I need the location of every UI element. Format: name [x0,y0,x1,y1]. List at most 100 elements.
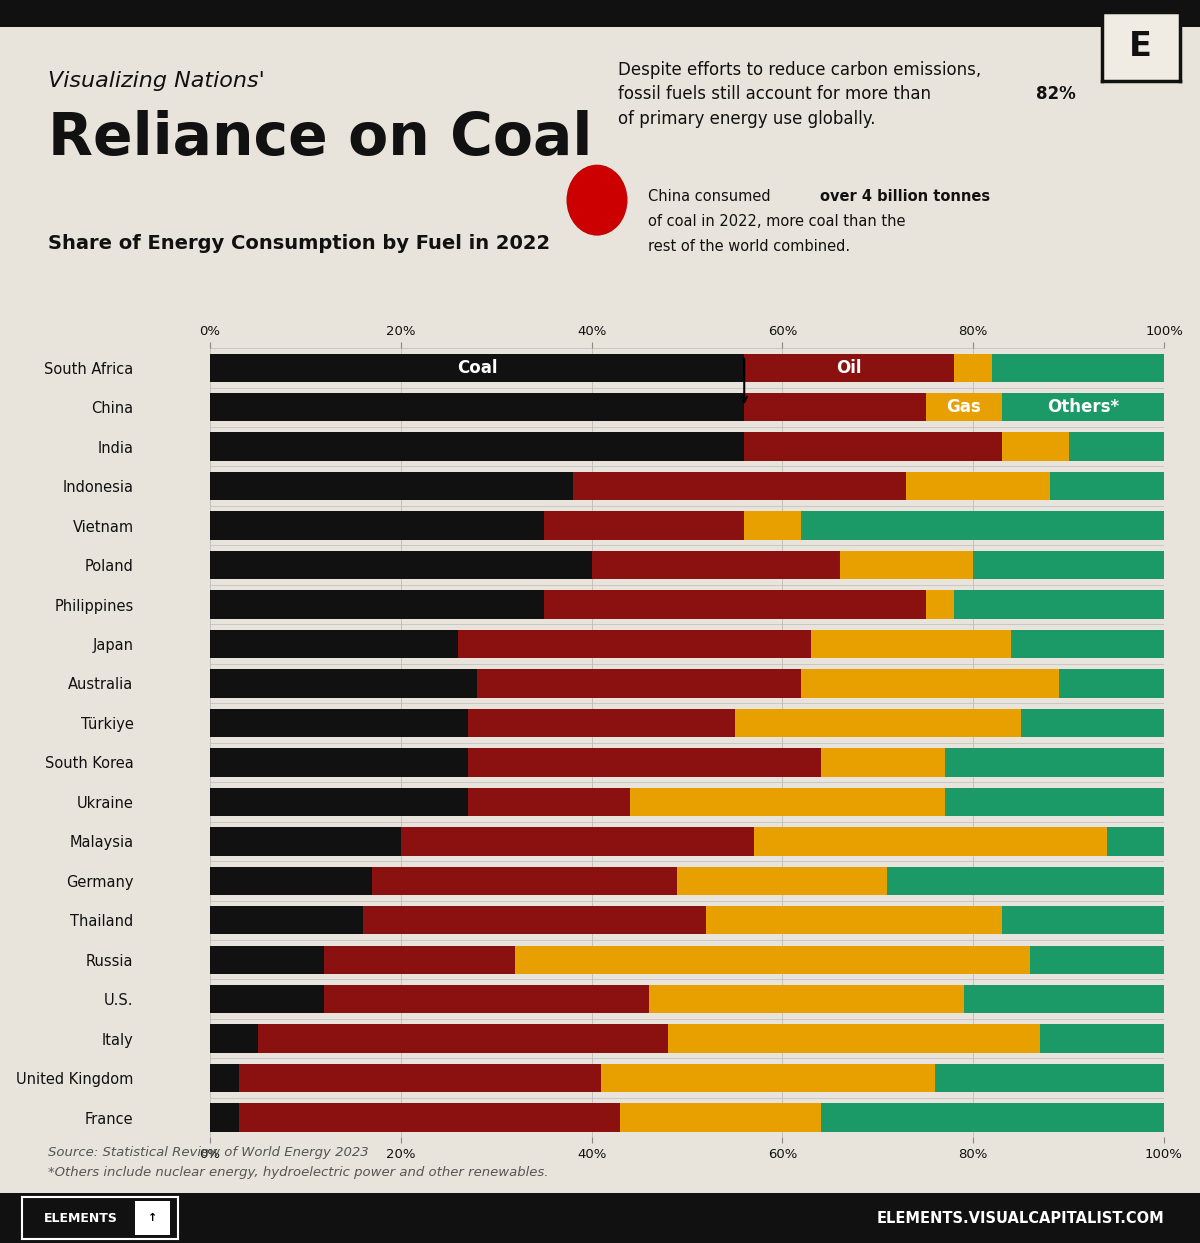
Bar [210,511,544,539]
Bar [1002,393,1164,421]
Text: Gas: Gas [947,398,982,416]
Bar [372,866,678,895]
Text: fossil fuels still account for more than: fossil fuels still account for more than [618,86,936,103]
Bar [544,590,925,619]
Bar [239,1104,620,1132]
Bar [944,748,1164,777]
Bar [210,788,468,817]
Bar [821,748,944,777]
Bar [210,906,362,935]
Bar [954,353,992,382]
Bar [925,590,954,619]
Bar [210,709,468,737]
Bar [210,946,324,975]
Bar [1069,433,1164,461]
Bar [964,984,1164,1013]
Bar [744,393,925,421]
Bar [992,353,1164,382]
Text: ELEMENTS.VISUALCAPITALIST.COM: ELEMENTS.VISUALCAPITALIST.COM [876,1211,1164,1226]
Text: Reliance on Coal: Reliance on Coal [48,111,593,168]
Bar [1002,433,1069,461]
Text: 82%: 82% [1036,86,1075,103]
Bar [706,906,1002,935]
Bar [1050,472,1164,501]
Bar [210,748,468,777]
Bar [592,551,840,579]
Circle shape [568,165,626,235]
Bar [1021,709,1164,737]
Bar [210,551,592,579]
Bar [210,866,372,895]
Bar [1031,946,1164,975]
Bar [210,630,458,659]
Bar [468,748,821,777]
Text: Others*: Others* [1046,398,1118,416]
Bar [239,1064,601,1093]
Text: Despite efforts to reduce carbon emissions,: Despite efforts to reduce carbon emissio… [618,61,982,78]
Bar [468,709,734,737]
Bar [478,669,802,697]
Bar [1040,1024,1164,1053]
Bar [1106,827,1164,855]
Text: E: E [1129,30,1152,63]
Bar [210,1064,239,1093]
Bar [362,906,706,935]
Bar [944,788,1164,817]
Bar [744,511,802,539]
Bar [887,866,1164,895]
Bar [802,669,1060,697]
Text: over 4 billion tonnes: over 4 billion tonnes [820,189,990,204]
Text: *Others include nuclear energy, hydroelectric power and other renewables.: *Others include nuclear energy, hydroele… [48,1166,548,1178]
Text: of primary energy use globally.: of primary energy use globally. [618,111,876,128]
Text: Share of Energy Consumption by Fuel in 2022: Share of Energy Consumption by Fuel in 2… [48,234,550,252]
Bar [210,433,744,461]
Bar [821,1104,1164,1132]
Bar [925,393,1002,421]
Circle shape [568,165,626,235]
Text: Coal: Coal [457,359,497,377]
Bar [668,1024,1040,1053]
Bar [572,472,906,501]
Bar [210,1104,239,1132]
Bar [210,1024,258,1053]
Bar [601,1064,935,1093]
Bar [811,630,1012,659]
Bar [1012,630,1164,659]
Text: ELEMENTS: ELEMENTS [44,1212,118,1224]
Bar [973,551,1164,579]
Bar [324,984,649,1013]
Text: Source: Statistical Review of World Energy 2023: Source: Statistical Review of World Ener… [48,1146,368,1158]
Bar [210,590,544,619]
Bar [802,511,1164,539]
Bar [468,788,630,817]
Text: Oil: Oil [836,359,862,377]
Bar [630,788,944,817]
Bar [754,827,1106,855]
Bar [544,511,744,539]
Bar [210,353,744,382]
Bar [649,984,964,1013]
Bar [678,866,887,895]
Bar [401,827,754,855]
Bar [324,946,515,975]
Bar [1060,669,1164,697]
Bar [954,590,1164,619]
Bar [210,827,401,855]
Bar [840,551,973,579]
Text: of coal in 2022, more coal than the: of coal in 2022, more coal than the [648,214,906,229]
Bar [744,353,954,382]
Text: China consumed: China consumed [648,189,775,204]
Bar [136,1201,170,1236]
Bar [906,472,1050,501]
Bar [258,1024,668,1053]
Bar [734,709,1021,737]
Bar [458,630,811,659]
Bar [620,1104,821,1132]
Bar [210,984,324,1013]
Text: Visualizing Nations': Visualizing Nations' [48,71,265,91]
Bar [210,472,572,501]
Bar [210,669,478,697]
Bar [935,1064,1164,1093]
Text: rest of the world combined.: rest of the world combined. [648,239,850,254]
Text: ↑: ↑ [148,1213,157,1223]
